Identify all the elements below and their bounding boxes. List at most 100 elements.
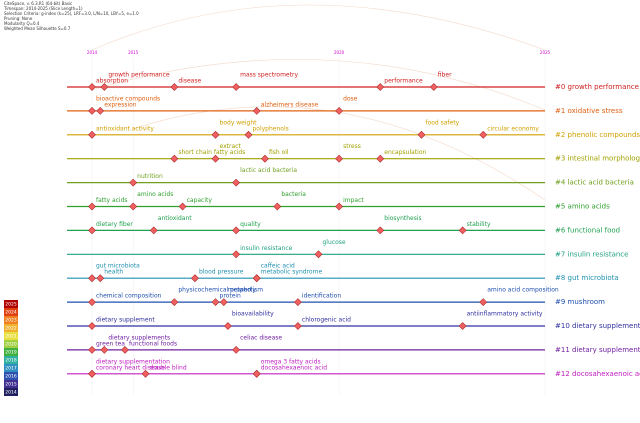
- keyword-label: health: [104, 269, 123, 276]
- header-line: CiteSpace, v. 6.3.R1 (64-bit) Basic: [4, 1, 72, 6]
- cluster-label: #0 growth performance: [555, 83, 639, 91]
- cluster-label: #2 phenolic compounds: [555, 131, 640, 139]
- keyword-node: [273, 202, 282, 211]
- keyword-label: physicochemical property: [178, 287, 256, 294]
- keyword-node: [129, 202, 138, 211]
- keyword-node: [170, 154, 179, 163]
- keyword-label: expression: [104, 101, 137, 108]
- keyword-node: [170, 83, 179, 91]
- keyword-node: [149, 226, 158, 235]
- keyword-label: double blind: [150, 364, 187, 371]
- legend-swatch: [4, 364, 18, 372]
- keyword-node: [121, 346, 129, 354]
- cluster-label: #11 dietary supplements: [555, 346, 640, 354]
- legend-swatch: [4, 340, 18, 348]
- keyword-node: [191, 274, 199, 283]
- keyword-label: amino acid composition: [487, 287, 559, 294]
- legend-year: 2017: [5, 366, 17, 372]
- link-curves: [91, 4, 546, 201]
- header-line: Selection Criteria: g-index (k=25), LRF=…: [4, 11, 139, 16]
- x-tick-label: 2015: [128, 50, 139, 55]
- keyword-label: protein: [220, 293, 242, 300]
- legend-year: 2021: [5, 334, 17, 340]
- cluster-label: #10 dietary supplement: [555, 322, 640, 330]
- keyword-label: docosahexaenoic acid: [261, 364, 328, 371]
- keyword-node: [479, 298, 488, 306]
- keyword-label: polyphenols: [252, 125, 288, 132]
- keyword-label: metabolic syndrome: [261, 269, 323, 276]
- keyword-node: [96, 274, 105, 283]
- keyword-node: [244, 130, 253, 139]
- legend-year: 2019: [5, 350, 17, 356]
- keyword-node: [88, 369, 96, 378]
- keyword-node: [96, 107, 105, 115]
- keyword-node: [88, 130, 96, 139]
- legend-year: 2014: [5, 390, 17, 396]
- keyword-label: alzheimers disease: [261, 101, 319, 108]
- keyword-node: [252, 369, 261, 378]
- legend-swatch: [4, 372, 18, 380]
- keyword-node: [100, 346, 109, 354]
- header-line: Timespan: 2014-2025 (Slice Length=1): [3, 6, 83, 11]
- legend-swatch: [4, 332, 18, 340]
- keyword-label: disease: [178, 78, 201, 85]
- x-tick-label: 2025: [540, 50, 551, 55]
- keyword-label: fatty acids: [96, 197, 128, 204]
- keyword-label: mass spectrometry: [240, 72, 298, 79]
- legend-year: 2022: [5, 326, 17, 332]
- keyword-label: blood pressure: [199, 269, 244, 276]
- keyword-node: [141, 369, 150, 378]
- keyword-node: [458, 226, 467, 235]
- keyword-label: dietary supplements: [108, 334, 170, 341]
- keyword-label: fish oil: [269, 149, 289, 156]
- keyword-label: amino acids: [137, 191, 173, 198]
- cluster-label: #6 functional food: [555, 226, 620, 234]
- keyword-node: [100, 83, 109, 91]
- keyword-node: [88, 322, 96, 330]
- keyword-node: [458, 322, 467, 330]
- keyword-label: absorption: [96, 78, 128, 85]
- keyword-node: [232, 178, 241, 187]
- cluster-label: #8 gut microbiota: [555, 274, 619, 282]
- keyword-label: impact: [343, 197, 364, 204]
- keyword-label: biosynthesis: [384, 215, 421, 222]
- keyword-label: growth performance: [108, 72, 170, 79]
- legend-year: 2024: [5, 310, 17, 316]
- keyword-label: identification: [302, 293, 341, 300]
- keyword-label: extract: [220, 143, 242, 150]
- keyword-label: quality: [240, 221, 261, 228]
- keyword-node: [376, 226, 385, 235]
- keyword-node: [252, 274, 261, 283]
- legend-year: 2016: [5, 374, 17, 380]
- keyword-node: [261, 154, 269, 163]
- cluster-label: #9 mushroom: [555, 298, 605, 306]
- header-line: Modularity Q=0.4: [4, 21, 40, 26]
- keyword-label: stress: [343, 143, 361, 150]
- keyword-label: dietary fiber: [96, 221, 133, 228]
- keyword-label: stability: [467, 221, 491, 228]
- keyword-label: gut microbiota: [96, 263, 140, 270]
- keyword-label: food safety: [425, 119, 459, 126]
- keyword-label: caffeic acid: [261, 263, 295, 270]
- keyword-label: metabolism: [228, 287, 264, 294]
- keyword-label: antioxidant: [158, 215, 192, 222]
- keyword-label: dietary supplementation: [96, 358, 170, 365]
- keyword-node: [211, 154, 220, 163]
- keyword-node: [88, 202, 96, 211]
- keyword-node: [294, 322, 302, 330]
- keyword-label: bacteria: [281, 191, 306, 198]
- keyword-label: dietary supplement: [96, 317, 155, 324]
- keyword-node: [335, 202, 343, 211]
- legend-swatch: [4, 388, 18, 396]
- legend-year: 2018: [5, 358, 17, 364]
- keyword-node: [232, 226, 241, 235]
- keyword-label: performance: [384, 78, 423, 85]
- legend-year: 2023: [5, 318, 17, 324]
- keyword-node: [232, 346, 241, 354]
- legend-year: 2015: [5, 382, 17, 388]
- keyword-label: chlorogenic acid: [302, 317, 351, 324]
- keyword-node: [88, 298, 96, 306]
- legend-year: 2020: [5, 342, 17, 348]
- keyword-node: [88, 274, 96, 283]
- cluster-label: #3 intestinal morphology: [555, 155, 640, 163]
